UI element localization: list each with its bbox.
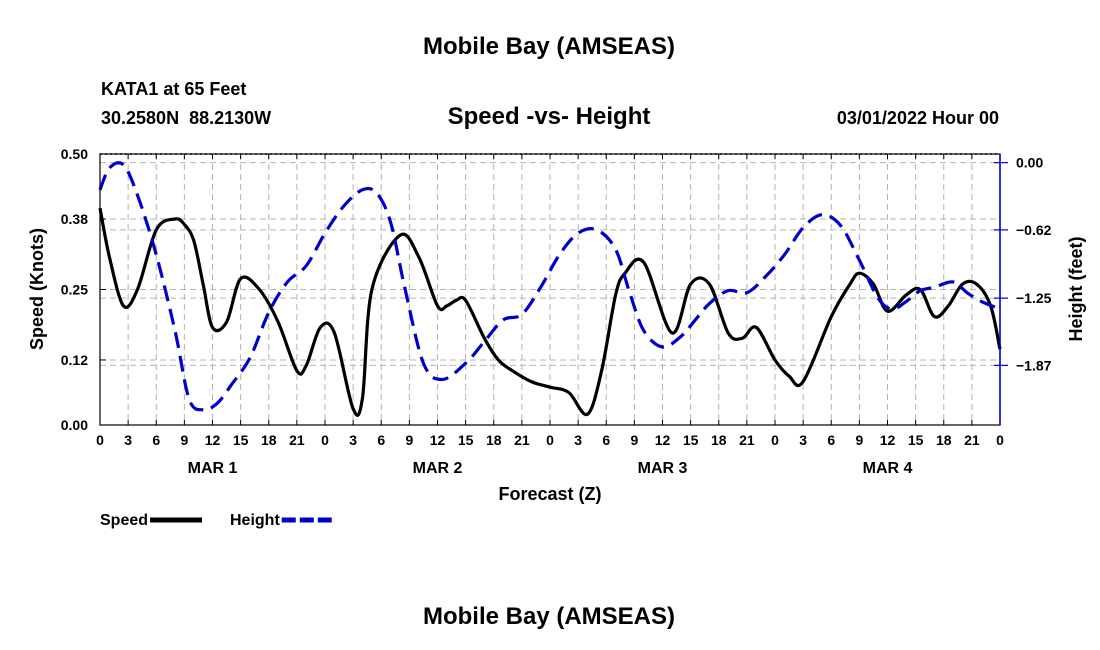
x-tick-label: 0: [771, 432, 779, 448]
y-right-tick-label: −1.87: [1016, 357, 1052, 373]
x-tick-label: 15: [233, 432, 249, 448]
x-tick-label: 3: [349, 432, 357, 448]
x-tick-label: 6: [152, 432, 160, 448]
y-left-tick-label: 0.38: [61, 211, 88, 227]
x-tick-label: 12: [430, 432, 446, 448]
y-right-tick-label: −0.62: [1016, 222, 1052, 238]
y-axis-left-label: Speed (Knots): [27, 228, 47, 350]
x-tick-label: 0: [546, 432, 554, 448]
x-tick-label: 0: [96, 432, 104, 448]
x-tick-label: 15: [683, 432, 699, 448]
grid: [100, 153, 1000, 425]
x-tick-label: 6: [827, 432, 835, 448]
x-tick-label: 3: [124, 432, 132, 448]
footer-title: Mobile Bay (AMSEAS): [423, 603, 675, 630]
x-tick-label: 9: [855, 432, 863, 448]
legend-label-height: Height: [230, 512, 280, 529]
legend-label-speed: Speed: [100, 512, 148, 529]
x-tick-label: 3: [574, 432, 582, 448]
x-tick-label: 18: [261, 432, 277, 448]
day-label: MAR 4: [863, 460, 913, 477]
y-right-tick-label: 0.00: [1016, 155, 1043, 171]
y-axis-right-label: Height (feet): [1066, 237, 1086, 342]
y-left-tick-label: 0.00: [61, 417, 88, 433]
series-layer: [98, 161, 1002, 417]
x-tick-label: 12: [655, 432, 671, 448]
x-tick-label: 9: [630, 432, 638, 448]
x-tick-label: 0: [321, 432, 329, 448]
x-tick-label: 6: [602, 432, 610, 448]
x-tick-label: 12: [880, 432, 896, 448]
y-right-tick-label: −1.25: [1016, 290, 1052, 306]
day-label: MAR 3: [638, 460, 688, 477]
series-line-height: [98, 161, 1001, 412]
x-tick-label: 3: [799, 432, 807, 448]
day-label: MAR 1: [188, 460, 238, 477]
x-tick-label: 12: [205, 432, 221, 448]
x-tick-label: 9: [180, 432, 188, 448]
x-tick-label: 21: [964, 432, 980, 448]
y-left-tick-label: 0.25: [61, 282, 88, 298]
axes: 0 3 6 9 12 15 18 21 0 3 6 9 12 15 18 21 0 3 6 9 12 15 18 21 0 3 6 9…: [61, 146, 1052, 477]
x-axis-label: Forecast (Z): [498, 484, 601, 504]
legend: Speed Height: [100, 512, 334, 529]
x-tick-label: 18: [711, 432, 727, 448]
y-left-tick-label: 0.12: [61, 352, 88, 368]
x-tick-label: 18: [486, 432, 502, 448]
series-line-speed: [98, 207, 1002, 417]
x-tick-label: 9: [405, 432, 413, 448]
x-tick-label: 0: [996, 432, 1004, 448]
chart-title: Mobile Bay (AMSEAS): [423, 33, 675, 60]
y-left-tick-label: 0.50: [61, 146, 88, 162]
station-label: KATA1 at 65 Feet: [101, 79, 246, 99]
datetime-label: 03/01/2022 Hour 00: [837, 108, 999, 128]
x-tick-label: 21: [289, 432, 305, 448]
x-tick-label: 21: [739, 432, 755, 448]
x-tick-label: 6: [377, 432, 385, 448]
chart-subtitle: Speed -vs- Height: [448, 103, 651, 130]
x-tick-label: 15: [458, 432, 474, 448]
day-label: MAR 2: [413, 460, 463, 477]
x-tick-label: 21: [514, 432, 530, 448]
x-tick-label: 18: [936, 432, 952, 448]
coordinates-label: 30.2580N 88.2130W: [101, 108, 271, 128]
x-tick-label: 15: [908, 432, 924, 448]
